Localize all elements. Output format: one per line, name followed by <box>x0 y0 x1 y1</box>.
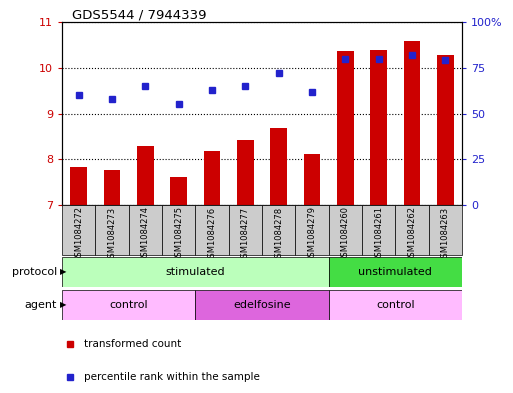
Text: control: control <box>109 300 148 310</box>
Bar <box>70 167 87 205</box>
Text: GSM1084260: GSM1084260 <box>341 206 350 263</box>
Bar <box>362 205 396 255</box>
Bar <box>237 140 253 205</box>
Bar <box>129 205 162 255</box>
Text: GSM1084275: GSM1084275 <box>174 206 183 263</box>
Bar <box>304 154 320 205</box>
Text: edelfosine: edelfosine <box>233 300 291 310</box>
Text: percentile rank within the sample: percentile rank within the sample <box>84 372 260 382</box>
Text: GSM1084272: GSM1084272 <box>74 206 83 263</box>
Bar <box>404 41 420 205</box>
Text: GSM1084278: GSM1084278 <box>274 206 283 263</box>
Bar <box>170 176 187 205</box>
Text: unstimulated: unstimulated <box>359 267 432 277</box>
Bar <box>229 205 262 255</box>
Bar <box>62 205 95 255</box>
Text: stimulated: stimulated <box>166 267 225 277</box>
Bar <box>429 205 462 255</box>
Bar <box>396 205 429 255</box>
Text: GSM1084274: GSM1084274 <box>141 206 150 263</box>
Text: GSM1084279: GSM1084279 <box>307 206 317 263</box>
Bar <box>195 205 229 255</box>
Text: GSM1084263: GSM1084263 <box>441 206 450 263</box>
Bar <box>162 205 195 255</box>
Text: GSM1084273: GSM1084273 <box>108 206 116 263</box>
Bar <box>295 205 329 255</box>
Text: ▶: ▶ <box>60 268 66 277</box>
Bar <box>204 151 220 205</box>
Bar <box>104 170 121 205</box>
Text: GSM1084261: GSM1084261 <box>374 206 383 263</box>
Bar <box>329 205 362 255</box>
Text: GDS5544 / 7944339: GDS5544 / 7944339 <box>72 8 207 21</box>
Bar <box>329 290 462 320</box>
Text: GSM1084262: GSM1084262 <box>407 206 417 263</box>
Bar <box>262 205 295 255</box>
Text: agent: agent <box>25 300 57 310</box>
Text: protocol: protocol <box>12 267 57 277</box>
Bar <box>370 50 387 205</box>
Text: ▶: ▶ <box>60 301 66 310</box>
Bar <box>329 257 462 287</box>
Bar <box>195 290 329 320</box>
Bar <box>337 51 353 205</box>
Text: transformed count: transformed count <box>84 339 181 349</box>
Bar <box>137 147 154 205</box>
Text: GSM1084277: GSM1084277 <box>241 206 250 263</box>
Bar <box>62 290 195 320</box>
Text: GSM1084276: GSM1084276 <box>207 206 216 263</box>
Bar <box>62 257 329 287</box>
Text: control: control <box>376 300 415 310</box>
Bar <box>270 128 287 205</box>
Bar <box>95 205 129 255</box>
Bar <box>437 55 453 205</box>
